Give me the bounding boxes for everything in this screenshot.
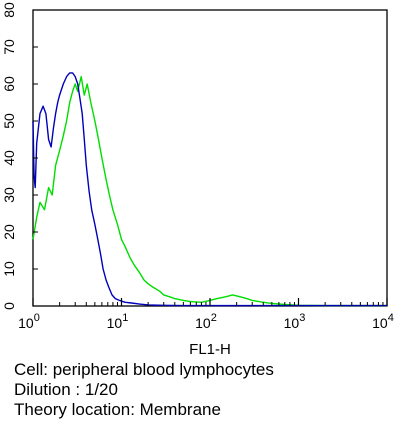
y-tick-label-60: 60	[1, 76, 17, 92]
y-tick-label-40: 40	[1, 150, 17, 166]
x-tick-label-3: 103	[284, 312, 306, 331]
y-tick-label-20: 20	[1, 224, 17, 240]
y-tick-label-10: 10	[1, 261, 17, 277]
caption-cell: Cell: peripheral blood lymphocytes	[14, 360, 274, 379]
series-line-1	[32, 75, 387, 307]
y-tick-label-70: 70	[1, 39, 17, 55]
x-tick-label-0: 100	[18, 312, 40, 331]
x-axis-title: FL1-H	[189, 341, 231, 358]
caption: Cell: peripheral blood lymphocytes Dilut…	[14, 360, 394, 420]
x-tick-label-2: 102	[195, 312, 217, 331]
x-axis: 100 101 102 103 104	[18, 298, 394, 331]
x-tick-label-1: 101	[107, 312, 129, 331]
y-tick-label-50: 50	[1, 113, 17, 129]
plot-area	[32, 9, 388, 307]
y-axis: 0 10 20 30 40 50 60 70 80	[1, 2, 38, 310]
plot-frame	[32, 9, 388, 307]
y-tick-label-0: 0	[1, 302, 17, 310]
histogram-chart: 0 10 20 30 40 50 60 70 80 100 101 102 103 104 FL1-H	[1, 2, 394, 358]
caption-dilution: Dilution : 1/20	[14, 380, 118, 399]
y-tick-label-30: 30	[1, 187, 17, 203]
x-tick-label-4: 104	[372, 312, 394, 331]
y-tick-label-80: 80	[1, 2, 17, 18]
caption-location: Theory location: Membrane	[14, 400, 221, 419]
